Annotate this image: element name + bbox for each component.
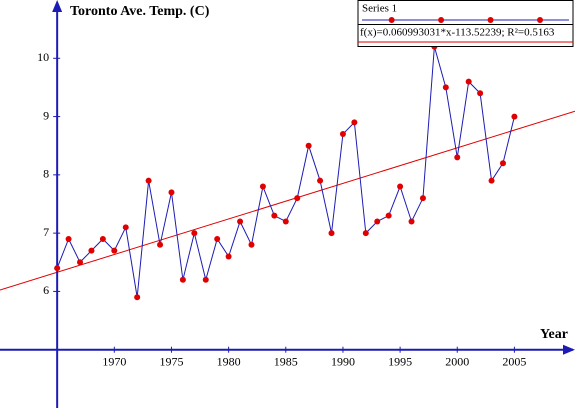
data-point	[408, 218, 415, 225]
data-point	[397, 183, 404, 190]
x-axis-arrow	[563, 344, 575, 355]
data-point	[305, 142, 312, 149]
x-tick-label: 1975	[159, 354, 183, 368]
x-tick-label: 1990	[331, 354, 355, 368]
data-point	[339, 131, 346, 138]
data-point	[54, 265, 61, 272]
legend-marker	[487, 17, 494, 23]
data-point	[317, 177, 324, 184]
data-point	[351, 119, 358, 126]
y-tick-label: 6	[43, 283, 49, 297]
data-point	[65, 235, 72, 242]
data-point	[442, 84, 449, 91]
data-point	[328, 230, 335, 237]
data-point	[465, 78, 472, 85]
data-point	[202, 276, 209, 283]
x-tick-label: 1995	[388, 354, 412, 368]
data-point	[99, 235, 106, 242]
data-point	[488, 177, 495, 184]
data-point	[511, 113, 518, 120]
series-line	[56, 46, 515, 298]
x-tick-label: 1980	[217, 354, 241, 368]
data-point	[499, 160, 506, 167]
x-tick-label: 1985	[274, 354, 298, 368]
data-point	[134, 294, 141, 301]
data-point	[111, 247, 118, 254]
data-point	[191, 230, 198, 237]
y-tick-label: 7	[43, 225, 49, 239]
data-point	[282, 218, 289, 225]
data-point	[179, 276, 186, 283]
y-tick-label: 10	[37, 50, 49, 64]
data-point	[477, 90, 484, 97]
data-point	[259, 183, 266, 190]
data-point	[237, 218, 244, 225]
y-tick-label: 8	[43, 167, 49, 181]
legend: Series 1 f(x)=0.060993031*x-113.52239; R²…	[357, 0, 574, 47]
data-point	[88, 247, 95, 254]
data-point	[294, 195, 301, 202]
y-tick-label: 9	[43, 108, 49, 122]
trendline	[0, 110, 575, 291]
data-point	[225, 253, 232, 260]
data-point	[454, 154, 461, 161]
data-point	[248, 241, 255, 248]
x-tick-label: 1970	[102, 354, 126, 368]
data-point	[374, 218, 381, 225]
y-axis-arrow	[52, 0, 63, 12]
data-point	[214, 235, 221, 242]
data-point	[271, 212, 278, 219]
data-point	[157, 241, 164, 248]
data-point	[122, 224, 129, 231]
data-point	[145, 177, 152, 184]
x-axis-title: Year	[540, 327, 568, 342]
chart-title: Toronto Ave. Temp. (C)	[70, 4, 210, 19]
data-point	[385, 212, 392, 219]
data-point	[362, 230, 369, 237]
data-point	[168, 189, 175, 196]
x-tick-label: 2005	[502, 354, 526, 368]
legend-label: Series 1	[362, 3, 397, 15]
legend-box	[357, 0, 574, 47]
data-point	[419, 195, 426, 202]
legend-trendline-label: f(x)=0.060993031*x-113.52239; R²=0.5163	[360, 27, 555, 39]
legend-marker	[537, 17, 543, 23]
x-tick-label: 2000	[445, 354, 469, 368]
data-point	[77, 259, 84, 266]
legend-marker	[438, 17, 445, 23]
legend-marker	[388, 17, 395, 23]
